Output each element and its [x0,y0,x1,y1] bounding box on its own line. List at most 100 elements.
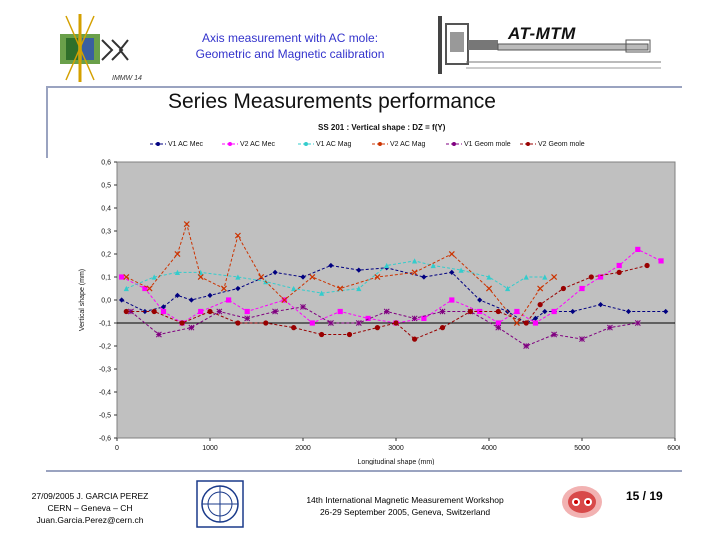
legend-item: V2 Geom mole [520,140,585,148]
data-point [127,308,134,315]
data-point [258,273,265,281]
x-axis-label: Longitudinal shape (mm) [357,459,434,465]
data-point [119,274,125,280]
y-tick-label: 0,1 [101,275,111,282]
data-point [458,267,464,273]
data-point [281,296,288,304]
data-point [319,290,325,296]
data-point [319,331,325,338]
legend-swatch [150,142,166,146]
data-point [477,297,483,303]
legend-swatch [372,142,388,146]
y-tick-label: 0,4 [101,206,111,213]
data-point [551,331,558,338]
data-point [327,320,334,326]
data-point [514,308,520,315]
data-point [220,285,227,292]
left-rule [46,86,48,158]
data-point [542,308,548,315]
page-number: 15 / 19 [626,489,663,503]
data-point [448,250,455,258]
data-point [411,269,418,276]
footer-author: 27/09/2005 J. GARCIA PEREZ CERN – Geneva… [20,490,160,526]
x-tick-label: 0 [115,445,119,452]
data-point [244,308,250,315]
data-point [393,320,399,326]
legend-swatch [446,142,462,146]
data-point [513,319,520,327]
footer-rule [46,470,682,472]
y-tick-label: -0,3 [99,367,111,374]
data-point [123,285,129,292]
data-point [146,285,153,292]
data-point [634,320,641,326]
y-axis-label: Vertical shape (mm) [79,269,86,331]
y-tick-label: -0,4 [99,390,111,397]
data-point [365,315,371,321]
data-point [411,315,418,322]
data-point [160,308,167,315]
data-point [160,304,167,310]
y-tick-label: -0,6 [99,436,111,443]
data-point [439,308,446,315]
data-point [495,308,501,315]
legend-swatch [222,142,238,146]
x-tick-label: 5000 [574,445,590,452]
footer-workshop-name: 14th International Magnetic Measurement … [306,495,504,505]
legend-item: V2 AC Mag [372,140,425,148]
data-point [174,250,181,258]
atmtm-logo-text: AT-MTM [508,24,576,43]
data-point [188,297,194,303]
legend-item: V1 AC Mag [298,140,351,148]
data-point [151,274,157,280]
y-tick-label: -0,2 [99,344,111,351]
data-point [439,325,446,331]
data-point [197,273,204,281]
data-point [421,315,427,321]
data-point [291,285,297,292]
data-point [579,336,585,343]
data-point [183,221,190,228]
chart-legend: V1 AC Mec V2 AC Mec V1 AC Mag V2 AC Mag V1 G… [150,140,590,154]
data-point [532,320,539,326]
data-point [244,315,251,322]
legend-swatch [520,142,536,146]
y-tick-label: -0,1 [99,321,111,328]
data-point [142,285,148,292]
data-point [495,324,502,331]
x-tick-label: 4000 [481,445,497,452]
slide-title: Series Measurements performance [168,90,496,113]
data-point [155,331,162,338]
footer-location: CERN – Geneva – CH [47,503,133,513]
data-point [226,297,232,303]
data-point [174,269,181,275]
data-point [374,273,381,281]
legend-label: V1 Geom mole [464,140,511,148]
x-tick-label: 2000 [295,445,311,452]
y-tick-label: 0,5 [101,183,111,190]
x-tick-label: 3000 [388,445,404,452]
data-point [337,285,344,292]
data-point [485,285,493,292]
data-point [123,273,130,281]
data-point [635,246,641,252]
legend-label: V2 AC Mec [240,140,276,148]
y-tick-label: 0,6 [101,160,111,167]
data-point [151,308,157,315]
legend-item: V1 AC Mec [150,140,203,148]
data-point [658,258,664,264]
data-point [291,325,297,331]
data-point [356,285,362,292]
legend-label: V2 Geom mole [538,140,585,148]
series-line [126,222,555,324]
legend-label: V2 AC Mag [390,140,426,148]
y-tick-label: 0,2 [101,252,111,259]
data-point [606,324,613,331]
data-point [198,308,204,315]
data-point [355,320,362,326]
data-point [235,274,241,280]
data-point [207,308,213,315]
data-point [300,274,306,280]
data-point [337,308,343,315]
data-point [346,331,353,338]
